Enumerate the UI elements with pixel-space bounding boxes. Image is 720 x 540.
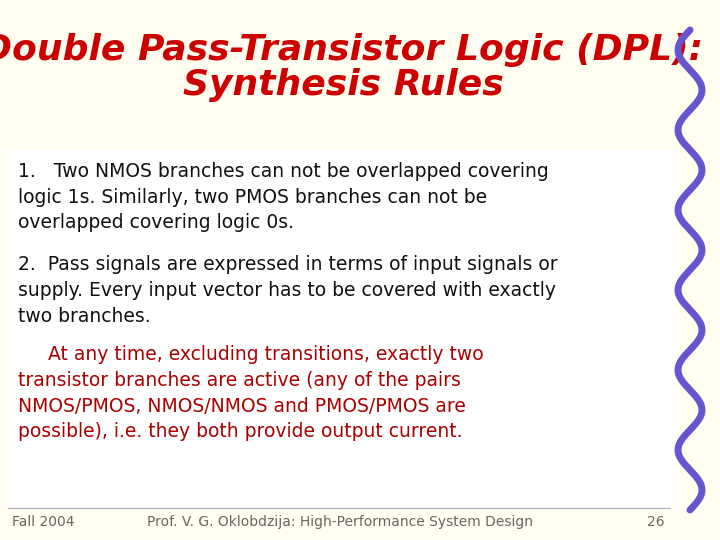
Text: 2.  Pass signals are expressed in terms of input signals or
supply. Every input : 2. Pass signals are expressed in terms o… [18,255,557,326]
Text: Prof. V. G. Oklobdzija: High-Performance System Design: Prof. V. G. Oklobdzija: High-Performance… [147,515,533,529]
Text: Fall 2004: Fall 2004 [12,515,74,529]
Text: At any time, excluding transitions, exactly two
transistor branches are active (: At any time, excluding transitions, exac… [18,345,484,441]
Text: Synthesis Rules: Synthesis Rules [183,68,503,102]
Bar [8,10,678,150]
Text: Double Pass-Transistor Logic (DPL):: Double Pass-Transistor Logic (DPL): [0,33,703,67]
Text: 1.   Two NMOS branches can not be overlapped covering
logic 1s. Similarly, two P: 1. Two NMOS branches can not be overlapp… [18,162,549,233]
Text: 26: 26 [647,515,665,529]
Bar [8,150,678,510]
